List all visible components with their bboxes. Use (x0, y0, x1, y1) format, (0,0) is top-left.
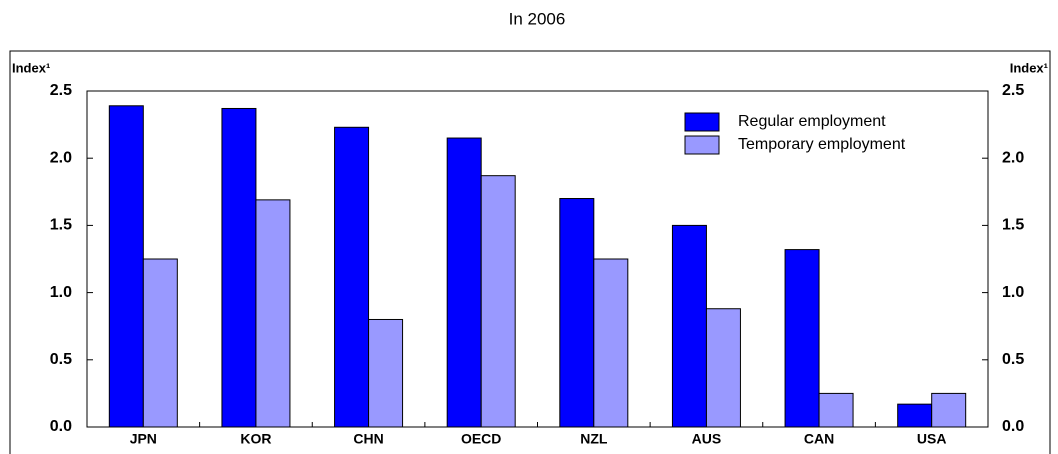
y2-tick-label: 1.5 (1002, 217, 1024, 234)
y2-tick-label: 2.5 (1002, 82, 1024, 99)
y-tick-label: 2.0 (50, 149, 72, 166)
bar (671, 224, 707, 428)
legend-label: Temporary employment (738, 136, 906, 153)
bar (559, 198, 595, 428)
bar (897, 403, 933, 428)
x-tick-label: CAN (804, 431, 834, 447)
bar (108, 105, 144, 428)
y-tick-label: 2.5 (50, 82, 72, 99)
x-tick-label: NZL (580, 431, 608, 447)
frame (9, 50, 1051, 454)
legend-swatch (684, 135, 720, 155)
bar (705, 308, 741, 428)
y-axis-label: Index¹ (12, 60, 50, 75)
legend-swatch (684, 112, 720, 132)
y2-tick-label: 2.0 (1002, 149, 1024, 166)
bar (446, 137, 482, 428)
bar (931, 392, 967, 428)
legend-label: Regular employment (738, 113, 886, 130)
x-tick-label: JPN (130, 431, 157, 447)
bar (818, 392, 854, 428)
y2-axis-label: Index¹ (1010, 60, 1048, 75)
y-tick-label: 1.0 (50, 284, 72, 301)
bar (142, 258, 178, 428)
bar (480, 175, 516, 428)
x-tick-label: USA (917, 431, 947, 447)
y2-tick-label: 1.0 (1002, 284, 1024, 301)
x-tick-label: KOR (240, 431, 271, 447)
bar (255, 199, 291, 428)
x-tick-label: AUS (692, 431, 722, 447)
y-tick-label: 0.5 (50, 351, 72, 368)
bar (221, 107, 257, 428)
y2-tick-label: 0.0 (1002, 418, 1024, 435)
bar (334, 126, 370, 428)
x-tick-label: OECD (461, 431, 501, 447)
x-tick-label: CHN (353, 431, 383, 447)
y2-tick-label: 0.5 (1002, 351, 1024, 368)
y-tick-label: 1.5 (50, 217, 72, 234)
bar (784, 249, 820, 428)
bar (368, 318, 404, 428)
bar (593, 258, 629, 428)
chart-title: In 2006 (509, 9, 566, 28)
y-tick-label: 0.0 (50, 418, 72, 435)
